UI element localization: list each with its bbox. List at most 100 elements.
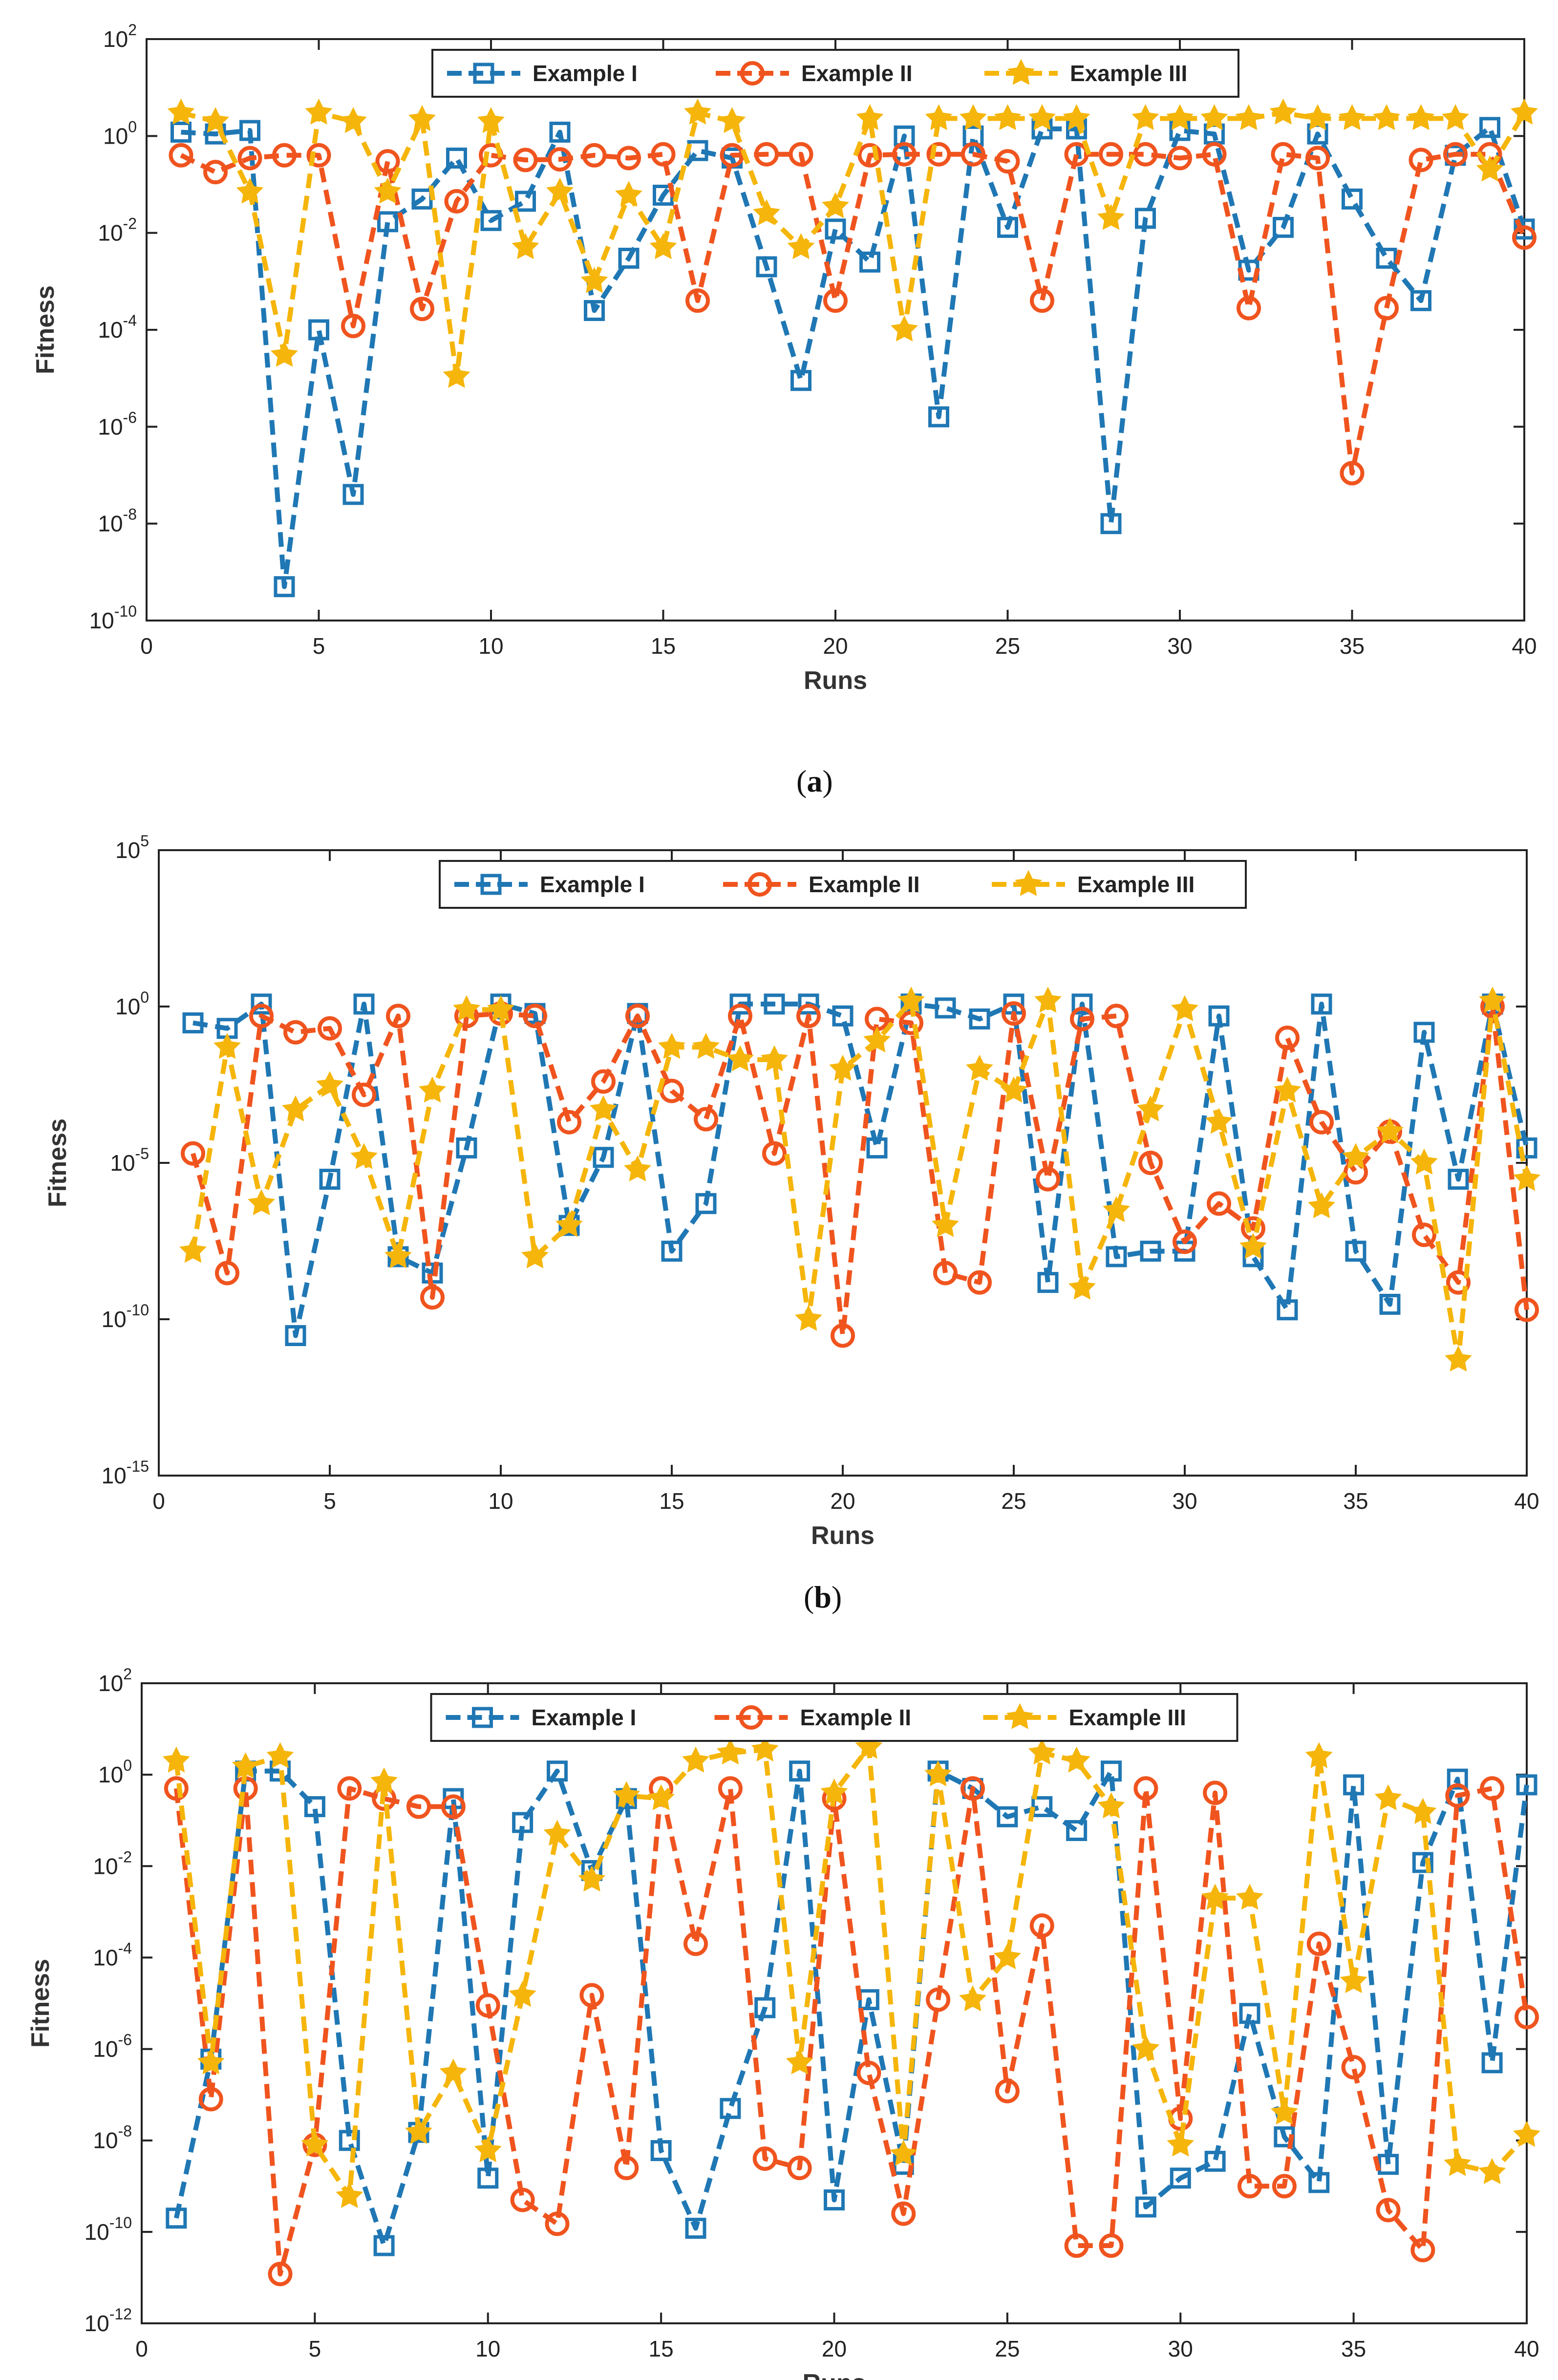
data-point xyxy=(855,1733,883,1759)
legend-item-example-2: Example II xyxy=(716,61,913,86)
data-point xyxy=(825,218,846,240)
data-point xyxy=(856,104,884,130)
data-point xyxy=(1070,1007,1094,1031)
data-point xyxy=(1166,104,1194,130)
data-point xyxy=(1202,142,1227,167)
data-point xyxy=(624,1155,651,1181)
data-point xyxy=(651,142,676,167)
data-point xyxy=(789,142,813,167)
legend-swatch-marker xyxy=(480,874,502,895)
data-point xyxy=(304,1796,325,1818)
y-tick-label: 10-8 xyxy=(93,2123,132,2153)
data-point xyxy=(487,995,514,1021)
legend-swatch-marker xyxy=(747,872,772,897)
data-point xyxy=(162,1746,190,1773)
x-tick-label: 35 xyxy=(1341,2336,1366,2361)
legend-swatch-marker xyxy=(473,63,494,84)
legend-swatch-marker xyxy=(1015,870,1042,896)
data-point xyxy=(236,177,264,204)
data-point xyxy=(959,1985,986,2012)
data-point xyxy=(994,104,1022,130)
legend-label: Example I xyxy=(540,872,645,897)
data-point xyxy=(1000,1076,1027,1103)
data-point xyxy=(966,1054,993,1081)
data-point xyxy=(1343,1774,1365,1796)
data-point xyxy=(1340,1967,1367,1994)
legend-label: Example III xyxy=(1070,61,1187,86)
data-point xyxy=(578,1865,606,1892)
data-point xyxy=(384,1242,412,1268)
data-point xyxy=(350,1143,378,1169)
x-tick-label: 5 xyxy=(309,2336,321,2361)
series-line xyxy=(174,1768,1529,2248)
data-point xyxy=(789,1760,811,1782)
data-point xyxy=(625,1004,650,1029)
data-point xyxy=(692,1032,720,1059)
data-point xyxy=(515,191,536,212)
data-point xyxy=(272,143,297,168)
data-point xyxy=(729,993,751,1015)
y-tick-label: 10-4 xyxy=(98,312,137,343)
chart-panel-b: 0 5 10 15 20 25 30 35 40 10-15 10-10 10-5 100 105 Runs… xyxy=(43,832,1540,1550)
data-point xyxy=(1235,104,1262,130)
legend-item-example-1: Example I xyxy=(447,61,638,86)
data-point xyxy=(754,1997,776,2018)
data-point xyxy=(647,1784,675,1810)
data-point xyxy=(820,1778,848,1805)
data-point xyxy=(510,2187,535,2212)
data-point xyxy=(408,105,436,131)
data-point xyxy=(1374,296,1399,321)
data-point xyxy=(203,160,228,185)
data-point xyxy=(615,181,642,207)
panel-caption: (a) xyxy=(796,764,833,798)
data-point xyxy=(1239,2003,1260,2024)
data-point xyxy=(650,2140,672,2161)
data-point xyxy=(1442,104,1469,130)
data-point xyxy=(197,2048,225,2075)
data-point xyxy=(549,121,571,143)
data-point xyxy=(239,120,260,141)
data-point xyxy=(1238,2174,1262,2199)
data-point xyxy=(1034,986,1062,1013)
data-point xyxy=(167,98,195,125)
chart-panel-a: 0 5 10 15 20 25 30 35 40 10-10 10-8 10-6 10-4 10-2 100… xyxy=(31,21,1538,695)
legend-item-example-3: Example III xyxy=(984,59,1187,86)
data-point xyxy=(728,1004,752,1029)
data-point xyxy=(453,995,480,1021)
data-point xyxy=(925,104,953,130)
data-point xyxy=(932,1211,959,1237)
x-tick-label: 5 xyxy=(323,1488,336,1514)
data-point xyxy=(786,2048,813,2075)
data-point xyxy=(1275,1026,1300,1050)
data-point xyxy=(1168,146,1192,171)
data-point xyxy=(548,147,572,172)
data-point xyxy=(1104,1004,1129,1029)
data-point xyxy=(1029,1913,1054,1938)
data-point xyxy=(1409,148,1433,172)
data-point xyxy=(1099,142,1123,167)
data-point xyxy=(1376,1117,1404,1143)
data-point xyxy=(1037,1272,1059,1293)
data-point xyxy=(543,1820,571,1846)
data-point xyxy=(995,2079,1020,2103)
data-point xyxy=(513,148,538,172)
data-point xyxy=(512,233,539,259)
data-point xyxy=(1516,1137,1537,1158)
data-point xyxy=(1445,1345,1472,1372)
data-point xyxy=(764,993,785,1015)
x-tick-label: 35 xyxy=(1340,633,1365,659)
x-tick-label: 0 xyxy=(152,1488,165,1514)
data-point xyxy=(859,251,880,273)
data-point xyxy=(798,993,819,1015)
legend-label: Example II xyxy=(809,872,920,897)
data-point xyxy=(1410,290,1431,311)
data-point xyxy=(1173,1229,1197,1254)
data-point xyxy=(474,2136,502,2163)
data-point xyxy=(856,2060,881,2085)
data-point xyxy=(1407,104,1435,130)
data-point xyxy=(285,1325,306,1346)
data-point xyxy=(1277,1299,1298,1321)
data-point xyxy=(866,1137,888,1158)
data-point xyxy=(753,199,780,225)
data-point xyxy=(237,146,262,171)
